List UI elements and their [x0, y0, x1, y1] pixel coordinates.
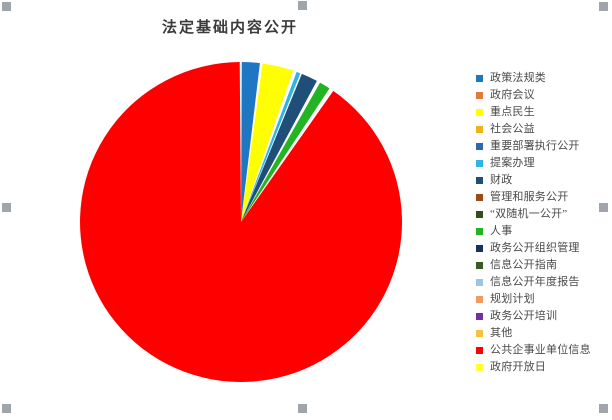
legend-swatch-icon [476, 245, 483, 252]
handle-top-right[interactable] [599, 2, 608, 11]
pie-slice[interactable]: 政策法规类 1.95% [241, 62, 260, 222]
legend-item[interactable]: 社会公益 [476, 121, 610, 138]
legend-item-label: 政府开放日 [490, 361, 546, 373]
legend-swatch-icon [476, 143, 483, 150]
pie-chart[interactable]: 政策法规类 1.95%重点民生 3.25%提案办理 0.55%财政 1.8%人事… [80, 55, 404, 383]
handle-middle-left[interactable] [2, 203, 11, 212]
legend-item[interactable]: 重要部署执行公开 [476, 138, 610, 155]
legend-item-label: “双随机一公开” [490, 208, 568, 220]
legend-swatch-icon [476, 109, 483, 116]
pie-chart-svg[interactable]: 政策法规类 1.95%重点民生 3.25%提案办理 0.55%财政 1.8%人事… [80, 55, 404, 383]
legend-item[interactable]: 管理和服务公开 [476, 189, 610, 206]
legend-swatch-icon [476, 177, 483, 184]
handle-top-left[interactable] [2, 2, 11, 11]
handle-bottom-right[interactable] [599, 404, 608, 413]
legend-swatch-icon [476, 330, 483, 337]
legend-item[interactable]: 政府会议 [476, 87, 610, 104]
legend-swatch-icon [476, 347, 483, 354]
legend-item-label: 政务公开组织管理 [490, 242, 580, 254]
legend-item-label: 重点民生 [490, 106, 535, 118]
legend-item[interactable]: 政策法规类 [476, 70, 610, 87]
legend-item-label: 政务公开培训 [490, 310, 558, 322]
legend-item-label: 重要部署执行公开 [490, 140, 580, 152]
legend-swatch-icon [476, 364, 483, 371]
legend-item[interactable]: 公共企事业单位信息 [476, 342, 610, 359]
legend-item-label: 信息公开年度报告 [490, 276, 580, 288]
legend-swatch-icon [476, 228, 483, 235]
legend-swatch-icon [476, 92, 483, 99]
pie-slice-group[interactable]: 政策法规类 1.95%重点民生 3.25%提案办理 0.55%财政 1.8%人事… [80, 62, 403, 383]
handle-bottom-left[interactable] [2, 404, 11, 413]
legend-item[interactable]: 政府开放日 [476, 359, 610, 376]
legend-item[interactable]: 信息公开年度报告 [476, 274, 610, 291]
legend-item[interactable]: 重点民生 [476, 104, 610, 121]
legend-item[interactable]: 财政 [476, 172, 610, 189]
legend-item[interactable]: “双随机一公开” [476, 206, 610, 223]
legend-item-label: 政府会议 [490, 89, 535, 101]
legend-item-label: 规划计划 [490, 293, 535, 305]
legend-item[interactable]: 其他 [476, 325, 610, 342]
legend-swatch-icon [476, 126, 483, 133]
handle-bottom-center[interactable] [298, 404, 307, 413]
legend-item-label: 其他 [490, 327, 513, 339]
pie-slice[interactable]: 公共企事业单位信息 90.31% [80, 62, 403, 383]
pie-slice[interactable]: 重点民生 3.25% [241, 63, 294, 223]
legend-swatch-icon [476, 313, 483, 320]
legend-swatch-icon [476, 296, 483, 303]
legend-item[interactable]: 提案办理 [476, 155, 610, 172]
legend-swatch-icon [476, 262, 483, 269]
legend-item-label: 提案办理 [490, 157, 535, 169]
legend-item[interactable]: 政务公开培训 [476, 308, 610, 325]
pie-slice[interactable]: 人事 1.25% [241, 82, 330, 222]
legend-swatch-icon [476, 211, 483, 218]
legend-swatch-icon [476, 160, 483, 167]
legend-item[interactable]: 政务公开组织管理 [476, 240, 610, 257]
legend-item-label: 人事 [490, 225, 513, 237]
chart-legend[interactable]: 政策法规类政府会议重点民生社会公益重要部署执行公开 提案办理财政管理和服务公开 “双… [476, 70, 610, 376]
legend-swatch-icon [476, 75, 483, 82]
legend-item-label: 信息公开指南 [490, 259, 558, 271]
legend-item-label: 社会公益 [490, 123, 535, 135]
handle-top-center[interactable] [298, 1, 307, 10]
legend-item-label: 管理和服务公开 [490, 191, 569, 203]
legend-item[interactable]: 规划计划 [476, 291, 610, 308]
legend-swatch-icon [476, 279, 483, 286]
legend-item[interactable]: 信息公开指南 [476, 257, 610, 274]
pie-slice[interactable]: 提案办理 0.55% [241, 71, 301, 222]
pie-slice[interactable]: 财政 1.8% [241, 73, 317, 222]
handle-middle-right[interactable] [599, 203, 608, 212]
legend-swatch-icon [476, 194, 483, 201]
legend-item[interactable]: 人事 [476, 223, 610, 240]
legend-item-label: 财政 [490, 174, 513, 186]
page-title: 法定基础内容公开 [161, 20, 298, 36]
legend-item-label: 政策法规类 [490, 72, 546, 84]
legend-item-label: 公共企事业单位信息 [490, 344, 591, 356]
